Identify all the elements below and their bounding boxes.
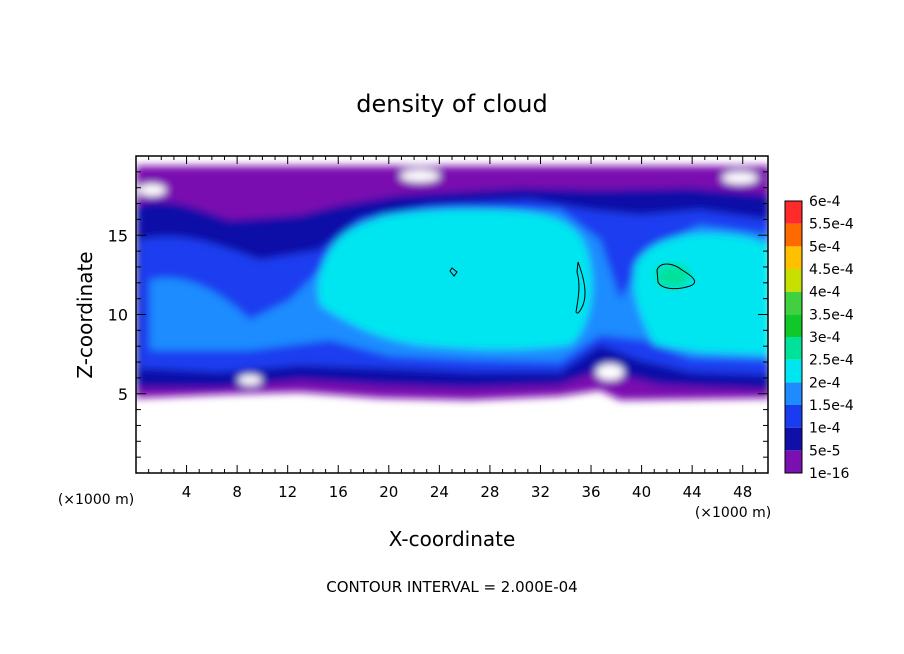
x-tick-label: 16 bbox=[329, 483, 348, 501]
colorbar-label: 5e-5 bbox=[809, 443, 840, 459]
y-axis-label: Z-coordinate bbox=[73, 251, 97, 378]
colorbar-label: 6e-4 bbox=[809, 194, 841, 210]
x-tick-label: 24 bbox=[430, 483, 449, 501]
colorbar: 1e-16 5e-5 1e-4 1.5e-4 2e-4 2.5e-4 3e-4 3.5e-4 4… bbox=[784, 194, 854, 482]
colorbar-label: 2.5e-4 bbox=[809, 353, 854, 369]
colorbar-label: 1.5e-4 bbox=[809, 398, 854, 414]
colorbar-label: 3e-4 bbox=[809, 330, 841, 346]
y-axis-unit: (×1000 m) bbox=[58, 492, 134, 508]
contour-line bbox=[575, 261, 586, 314]
colorbar-label: 5e-4 bbox=[809, 239, 841, 255]
colorbar-label: 1e-16 bbox=[809, 466, 849, 482]
x-tick-label: 20 bbox=[379, 483, 398, 501]
y-tick-label: 5 bbox=[118, 385, 128, 404]
cloud-region-2e-4-main bbox=[318, 209, 593, 350]
colorbar-swatch bbox=[785, 223, 802, 247]
cloud-patch-left bbox=[170, 302, 240, 338]
colorbar-swatch bbox=[785, 269, 802, 292]
colorbar-frame bbox=[784, 200, 803, 474]
x-tick-label: 4 bbox=[182, 483, 192, 501]
y-axis: 5 10 15 bbox=[108, 171, 768, 458]
x-axis: 4 8 12 16 20 24 28 32 36 40 44 48 bbox=[148, 156, 756, 501]
contour-line bbox=[656, 263, 695, 290]
x-tick-label: 8 bbox=[232, 483, 242, 501]
x-tick-label: 48 bbox=[733, 483, 752, 501]
x-axis-label: X-coordinate bbox=[389, 527, 516, 551]
colorbar-label: 5.5e-4 bbox=[809, 217, 854, 233]
colorbar-swatch bbox=[785, 359, 802, 383]
colorbar-swatch bbox=[785, 427, 802, 451]
chart-title: density of cloud bbox=[356, 90, 547, 118]
x-axis-unit: (×1000 m) bbox=[695, 505, 771, 521]
colorbar-swatch bbox=[785, 246, 802, 269]
colorbar-label: 3.5e-4 bbox=[809, 307, 854, 323]
x-tick-label: 44 bbox=[683, 483, 702, 501]
x-tick-label: 40 bbox=[632, 483, 651, 501]
colorbar-label: 2e-4 bbox=[809, 375, 841, 391]
colorbar-swatch bbox=[785, 450, 802, 473]
x-tick-label: 36 bbox=[581, 483, 600, 501]
x-tick-label: 12 bbox=[278, 483, 297, 501]
contour-line bbox=[449, 267, 458, 277]
colorbar-swatch bbox=[785, 337, 802, 360]
colorbar-swatch bbox=[785, 201, 802, 224]
colorbar-swatch bbox=[785, 382, 802, 405]
colorbar-swatch bbox=[785, 291, 802, 315]
colorbar-label: 4.5e-4 bbox=[809, 262, 854, 278]
colorbar-swatch bbox=[785, 405, 802, 428]
cloud-region-2e-4-right bbox=[633, 233, 768, 355]
y-tick-label: 15 bbox=[108, 226, 128, 245]
colorbar-label: 1e-4 bbox=[809, 421, 841, 437]
contour-interval-note: CONTOUR INTERVAL = 2.000E-04 bbox=[326, 578, 577, 596]
x-tick-label: 32 bbox=[531, 483, 550, 501]
colorbar-swatch bbox=[785, 314, 802, 337]
colorbar-label: 4e-4 bbox=[809, 285, 841, 301]
x-tick-label: 28 bbox=[480, 483, 499, 501]
cloud-density-field bbox=[136, 156, 768, 473]
y-tick-label: 10 bbox=[108, 306, 128, 325]
